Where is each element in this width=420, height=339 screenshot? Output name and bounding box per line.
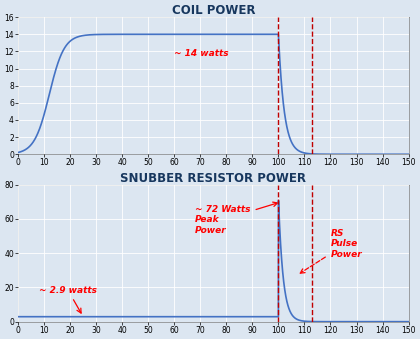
Text: ~ 14 watts: ~ 14 watts [174,49,229,58]
Text: ~ 2.9 watts: ~ 2.9 watts [39,285,97,313]
Text: RS
Pulse
Power: RS Pulse Power [300,229,362,273]
Title: COIL POWER: COIL POWER [172,4,255,17]
Text: ~ 72 Watts
Peak
Power: ~ 72 Watts Peak Power [195,202,278,235]
Title: SNUBBER RESISTOR POWER: SNUBBER RESISTOR POWER [121,172,306,184]
